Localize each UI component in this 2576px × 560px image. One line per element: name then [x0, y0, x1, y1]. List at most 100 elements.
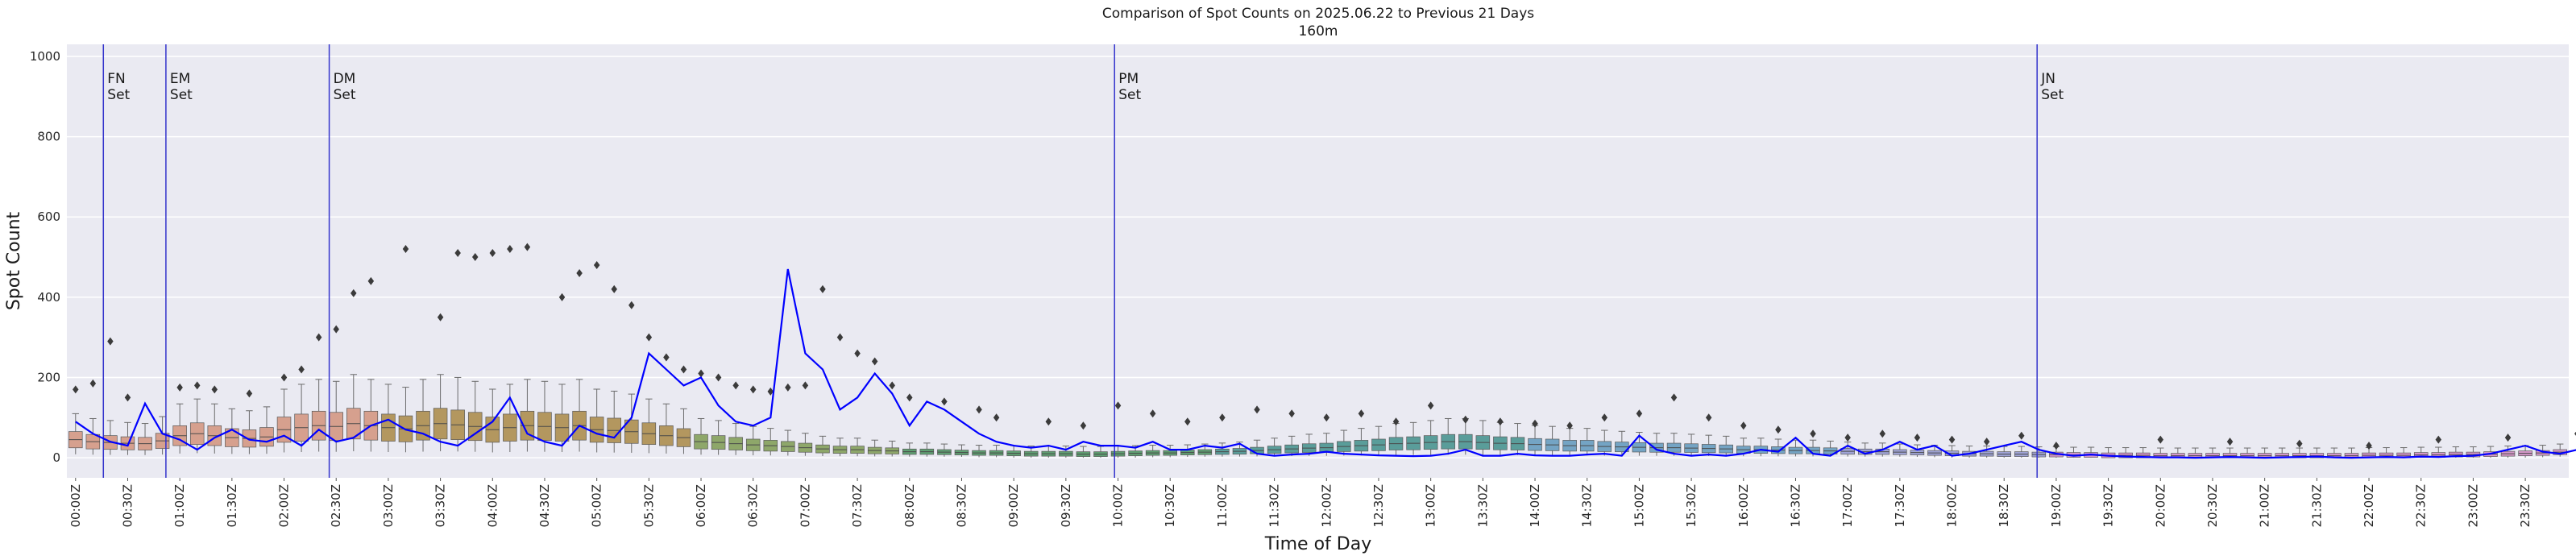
x-tick-label: 02:00Z — [277, 484, 292, 528]
outlier-point — [315, 333, 322, 342]
outlier-point — [1636, 409, 1643, 418]
x-tick-label: 14:30Z — [1580, 484, 1595, 528]
plot-area — [67, 44, 2569, 478]
outlier-point — [402, 245, 409, 254]
outlier-point — [698, 369, 704, 378]
y-axis: 0 200 400 600 800 1000 — [30, 49, 60, 465]
outlier-point — [1670, 393, 1678, 402]
x-tick-label: 05:30Z — [641, 484, 656, 528]
outlier-point — [280, 373, 288, 382]
outlier-point — [854, 349, 861, 358]
outlier-point — [437, 313, 444, 321]
y-tick-label: 800 — [37, 130, 60, 144]
y-axis-label: Spot Count — [4, 211, 24, 310]
outlier-point — [454, 249, 461, 258]
outlier-point — [89, 379, 97, 388]
outlier-point — [976, 405, 982, 414]
x-tick-label: 07:00Z — [798, 484, 812, 528]
outlier-point — [1288, 409, 1295, 418]
y-tick-label: 600 — [37, 209, 60, 224]
outlier-point — [1497, 417, 1504, 426]
x-axis-label: Time of Day — [1264, 534, 1371, 554]
y-tick-label: 1000 — [30, 49, 60, 64]
x-tick-label: 01:30Z — [225, 484, 239, 528]
x-tick-label: 07:30Z — [850, 484, 865, 528]
outlier-point — [1462, 415, 1469, 424]
outlier-point — [211, 385, 218, 394]
x-tick-label: 02:30Z — [329, 484, 343, 528]
outlier-point — [298, 365, 305, 374]
x-tick-label: 19:00Z — [2049, 484, 2064, 528]
outlier-point — [680, 365, 687, 374]
annotation-label: Set — [170, 87, 193, 103]
x-tick-label: 10:00Z — [1111, 484, 1126, 528]
annotation-label: Set — [334, 87, 356, 103]
outlier-point — [889, 381, 895, 390]
outlier-point — [1427, 401, 1434, 410]
outlier-point — [611, 284, 617, 293]
outlier-point — [1844, 433, 1851, 442]
x-tick-label: 21:30Z — [2309, 484, 2324, 528]
outlier-point — [351, 288, 357, 297]
x-tick-label: 15:00Z — [1632, 484, 1646, 528]
outlier-point — [124, 393, 131, 402]
annotation-label: Set — [1118, 87, 1141, 103]
outlier-point — [1914, 433, 1921, 442]
outlier-point — [1566, 421, 1573, 430]
outlier-point — [663, 353, 670, 362]
x-tick-label: 00:30Z — [120, 484, 135, 528]
outlier-point — [836, 333, 844, 342]
annotation-label: DM — [334, 71, 356, 87]
y-tick-label: 400 — [37, 290, 60, 305]
x-tick-label: 10:30Z — [1163, 484, 1177, 528]
outlier-point — [1983, 438, 1990, 446]
x-tick-label: 17:30Z — [1893, 484, 1907, 528]
outlier-point — [749, 385, 757, 394]
annotation-label: Set — [107, 87, 130, 103]
outlier-point — [576, 268, 583, 277]
x-tick-label: 23:00Z — [2466, 484, 2480, 528]
outlier-point — [1045, 417, 1052, 426]
y-tick-label: 0 — [52, 450, 60, 465]
x-tick-label: 08:00Z — [902, 484, 917, 528]
x-tick-label: 21:00Z — [2258, 484, 2272, 528]
outlier-point — [1705, 413, 1712, 422]
x-tick-label: 18:30Z — [1997, 484, 2011, 528]
outlier-point — [2296, 439, 2303, 448]
outlier-point — [2504, 433, 2512, 442]
outlier-point — [489, 249, 496, 258]
outlier-point — [819, 284, 826, 293]
outlier-point — [1948, 435, 1956, 444]
box-layer — [68, 374, 2567, 458]
outlier-point — [367, 276, 375, 285]
x-tick-label: 20:30Z — [2205, 484, 2220, 528]
outlier-point — [871, 357, 878, 366]
x-tick-label: 13:00Z — [1424, 484, 1438, 528]
outlier-point — [1080, 421, 1087, 430]
x-tick-label: 23:30Z — [2518, 484, 2532, 528]
outlier-point — [1323, 413, 1330, 422]
x-tick-label: 17:00Z — [1840, 484, 1855, 528]
x-tick-label: 04:00Z — [485, 484, 500, 528]
outlier-point — [1392, 417, 1400, 426]
outlier-point — [715, 373, 722, 382]
outlier-point — [246, 389, 253, 398]
outlier-point — [2366, 442, 2372, 450]
outlier-point — [628, 301, 635, 309]
outlier-layer — [73, 243, 2576, 450]
outlier-point — [176, 383, 183, 392]
outlier-point — [993, 413, 1000, 422]
annotation-label: FN — [107, 71, 126, 87]
x-tick-label: 22:00Z — [2362, 484, 2376, 528]
x-tick-label: 09:00Z — [1006, 484, 1021, 528]
annotation-label: EM — [170, 71, 190, 87]
outlier-point — [1601, 413, 1608, 422]
x-tick-label: 18:00Z — [1945, 484, 1960, 528]
x-tick-label: 16:30Z — [1788, 484, 1802, 528]
x-tick-label: 16:00Z — [1736, 484, 1751, 528]
outlier-point — [107, 337, 114, 346]
today-line-layer — [75, 268, 2576, 459]
outlier-point — [333, 325, 339, 334]
